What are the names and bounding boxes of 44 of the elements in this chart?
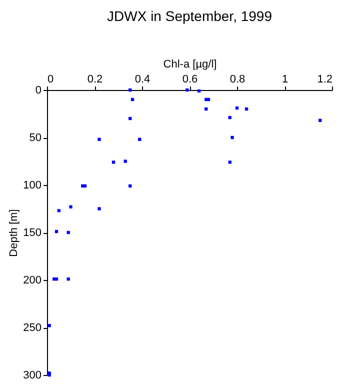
point [128, 116, 132, 120]
y-tick-label: 100 [23, 180, 42, 192]
point [244, 107, 248, 111]
point [112, 160, 116, 164]
point [130, 98, 134, 102]
point [206, 98, 210, 102]
y-tick-label: 150 [23, 227, 42, 239]
x-tick-label: 0.2 [87, 74, 103, 86]
point [66, 277, 70, 281]
y-tick-label: 200 [23, 274, 42, 286]
point [318, 118, 322, 122]
point [228, 116, 232, 120]
point [98, 207, 101, 210]
x-tick-label: 0.4 [134, 74, 150, 86]
point [235, 106, 239, 110]
point [230, 136, 234, 140]
y-tick-label: 300 [23, 370, 42, 382]
point [186, 88, 189, 92]
x-axis-title: Chl-a [µg/l] [163, 58, 217, 70]
point [98, 138, 101, 141]
point [124, 160, 127, 163]
x-tick-label: 1.2 [317, 74, 332, 86]
point [228, 160, 232, 164]
point [128, 184, 132, 188]
y-tick-label: 0 [35, 84, 42, 96]
point [138, 138, 142, 141]
chart-title: JDWX in September, 1999 [107, 8, 272, 24]
point [54, 277, 58, 281]
x-tick-label: 0.6 [182, 74, 198, 86]
y-tick-label: 50 [29, 132, 42, 144]
y-tick-label: 250 [23, 322, 42, 334]
point [54, 230, 58, 234]
point [83, 184, 87, 188]
point [204, 107, 208, 111]
point [197, 89, 201, 93]
x-tick-label: 0 [48, 74, 54, 86]
point [69, 205, 72, 208]
x-tick-label: 1 [282, 74, 288, 86]
x-tick-label: 0.8 [230, 74, 246, 86]
point [66, 230, 70, 234]
y-axis-title: Depth [m] [8, 209, 20, 257]
point [48, 324, 51, 328]
point [57, 209, 60, 212]
point [128, 88, 132, 92]
